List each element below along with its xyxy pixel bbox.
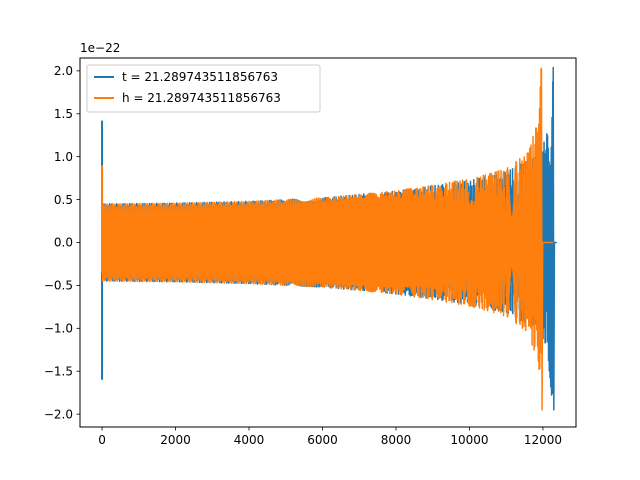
y-tick-label: −1.0: [44, 322, 73, 336]
x-tick-label: 8000: [381, 433, 412, 447]
y-tick-label: 0.0: [54, 236, 73, 250]
y-tick-label: −1.5: [44, 364, 73, 378]
y-tick-label: 0.5: [54, 193, 73, 207]
y-tick-label: −2.0: [44, 407, 73, 421]
x-tick-label: 0: [98, 433, 106, 447]
legend-label-h: h = 21.289743511856763: [122, 91, 281, 105]
x-tick-label: 2000: [160, 433, 191, 447]
legend-label-t: t = 21.289743511856763: [122, 70, 278, 84]
legend-box: [86, 64, 321, 113]
x-tick-label: 12000: [524, 433, 562, 447]
series-line: [101, 67, 554, 411]
y-tick-label: 1.0: [54, 150, 73, 164]
x-tick-label: 6000: [307, 433, 338, 447]
series-layer: [101, 66, 557, 411]
x-axis: 0 2000 4000 6000 8000 10000 12000: [98, 427, 562, 447]
legend: t = 21.289743511856763 h = 21.2897435118…: [86, 64, 321, 113]
y-tick-label: 1.5: [54, 107, 73, 121]
y-axis: −2.0 −1.5 −1.0 −0.5 0.0 0.5 1.0 1.5 2.0: [44, 64, 80, 421]
y-tick-label: −0.5: [44, 279, 73, 293]
y-tick-label: 2.0: [54, 64, 73, 78]
series-h: [101, 67, 554, 411]
y-offset-label: 1e−22: [80, 41, 120, 55]
x-tick-label: 4000: [234, 433, 265, 447]
x-tick-label: 10000: [450, 433, 488, 447]
